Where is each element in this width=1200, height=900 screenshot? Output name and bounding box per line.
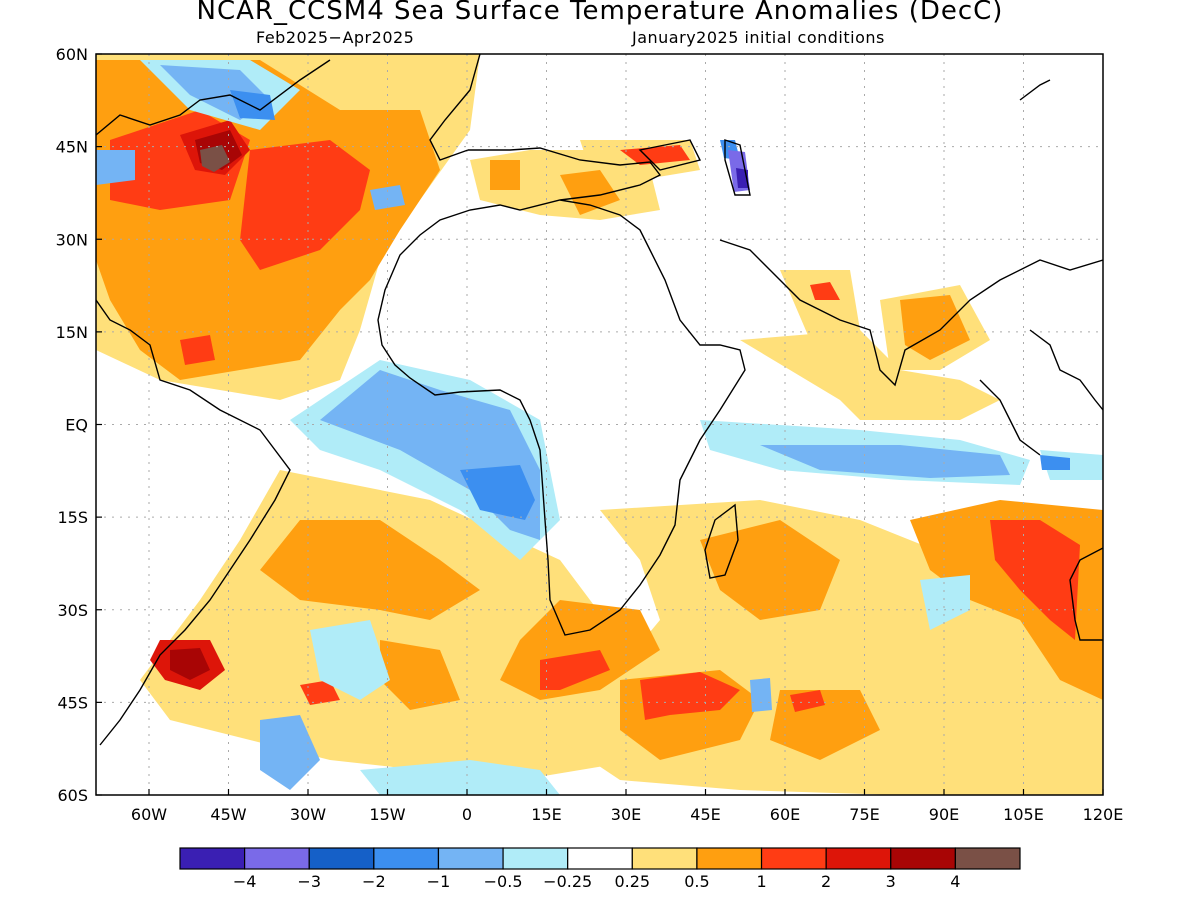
forecast-period: Feb2025−Apr2025 <box>256 28 415 47</box>
lat-tick-label: 60S <box>57 786 88 805</box>
colorbar-label: 3 <box>886 872 896 891</box>
colorbar-swatch <box>954 847 1021 870</box>
coastlines <box>96 54 1103 746</box>
colorbar-label: 0.5 <box>684 872 709 891</box>
map-title: NCAR_CCSM4 Sea Surface Temperature Anoma… <box>196 0 1004 26</box>
lon-tick-label: 120E <box>1083 805 1124 824</box>
lat-tick-label: 30S <box>57 601 88 620</box>
longitude-axis: 60W 45W 30W 15W 0 15E 30E 45E 60E 75E 90E 105E 120E <box>131 789 1123 824</box>
colorbar-swatch <box>890 847 956 870</box>
lon-tick-label: 105E <box>1003 805 1044 824</box>
colorbar-swatch <box>567 847 633 870</box>
colorbar-swatch <box>760 847 827 870</box>
lon-tick-label: 45E <box>690 805 720 824</box>
lon-tick-label: 30W <box>290 805 326 824</box>
colorbar-swatch <box>631 847 698 870</box>
lat-tick-label: 60N <box>56 45 88 64</box>
lat-tick-label: 15S <box>57 508 88 527</box>
colorbar-legend: −4 −3 −2 −1 −0.5 −0.25 0.25 0.5 1 2 3 4 <box>179 847 1021 891</box>
colorbar-swatch <box>244 847 310 870</box>
lon-tick-label: 45W <box>210 805 246 824</box>
lat-tick-label: 45N <box>56 138 88 157</box>
colorbar-swatch <box>308 847 375 870</box>
colorbar-label: 0.25 <box>614 872 650 891</box>
lat-tick-label: 45S <box>57 693 88 712</box>
initial-conditions: January2025 initial conditions <box>632 28 885 47</box>
colorbar-label: −3 <box>297 872 321 891</box>
colorbar-swatch <box>373 847 440 870</box>
latitude-axis: 60N 45N 30N 15N EQ 15S 30S 45S 60S <box>56 45 102 805</box>
colorbar-label: −2 <box>362 872 386 891</box>
lon-tick-label: 30E <box>611 805 641 824</box>
colorbar-label: 2 <box>821 872 831 891</box>
lon-tick-label: 60E <box>770 805 800 824</box>
colorbar-label: −0.5 <box>484 872 523 891</box>
colorbar-swatch <box>696 847 763 870</box>
colorbar-swatch <box>437 847 504 870</box>
colorbar-swatch <box>825 847 892 870</box>
lon-tick-label: 75E <box>849 805 879 824</box>
lat-tick-label: 15N <box>56 323 88 342</box>
colorbar-label: 1 <box>756 872 766 891</box>
lon-tick-label: 15W <box>369 805 405 824</box>
lon-tick-label: 15E <box>531 805 561 824</box>
lon-tick-label: 0 <box>462 805 472 824</box>
colorbar-label: −4 <box>233 872 257 891</box>
anomaly-field <box>96 54 1103 795</box>
lat-tick-label: EQ <box>65 416 88 435</box>
colorbar-label: 4 <box>950 872 960 891</box>
lon-tick-label: 90E <box>929 805 959 824</box>
lat-tick-label: 30N <box>56 230 88 249</box>
colorbar-swatch <box>502 847 569 870</box>
colorbar-label: −1 <box>427 872 451 891</box>
grid-lines <box>96 54 1103 795</box>
lon-tick-label: 60W <box>131 805 167 824</box>
colorbar-label: −0.25 <box>543 872 592 891</box>
colorbar-swatch <box>179 847 246 870</box>
